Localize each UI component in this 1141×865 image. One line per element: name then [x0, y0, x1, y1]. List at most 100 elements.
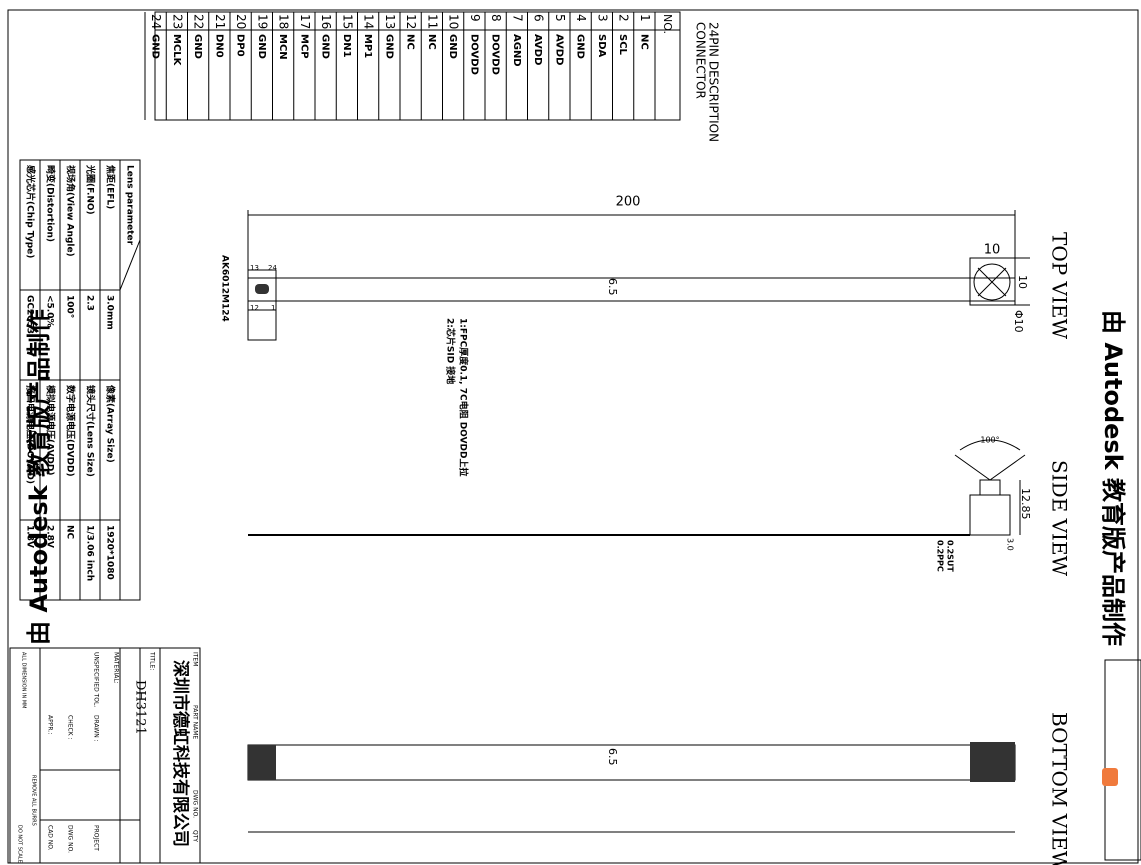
pin-signal: GND: [256, 34, 267, 59]
dimension: 100°: [980, 436, 999, 445]
pin-number: 14: [362, 14, 376, 29]
pin-signal: MCP: [298, 34, 309, 59]
view-label: SIDE VIEW: [1048, 460, 1072, 577]
pin-signal: SCL: [617, 34, 628, 56]
pin-number: 8: [489, 14, 503, 22]
tb-label: ALL DIMENSION IN MM: [21, 652, 27, 708]
pin-signal: MCLK: [171, 34, 182, 67]
param-label: 视场角(View Angle): [65, 165, 77, 257]
connector-pad: [255, 284, 269, 294]
pin-signal: DOVDD: [468, 34, 479, 75]
tb-label: ITEM: [192, 652, 199, 666]
dimension: 0.2PPC: [936, 540, 945, 572]
watermark: 由 Autodesk 教育版产品制作: [1099, 310, 1127, 646]
fov-lines: [954, 439, 1026, 481]
pin-signal: GND: [150, 34, 161, 59]
pin-signal: AVDD: [553, 34, 564, 65]
param-label: 畸变(Distortion): [45, 165, 57, 242]
param-label: 数字电源电压(DVDD): [65, 385, 77, 477]
param-label: 像素(Array Size): [105, 384, 117, 463]
pin-number: 23: [170, 14, 184, 29]
pin-number: 18: [277, 14, 291, 29]
param-label: 镜头尺寸(Lens Size): [85, 385, 97, 477]
watermark: 由 Autodesk 教育版产品制作: [25, 309, 53, 645]
lens-base: [970, 742, 1015, 782]
part-number: AK6012M124: [220, 255, 230, 322]
tb-label: TITLE:: [149, 651, 156, 670]
note: 1:FPC厚度0.1, 7C电阻 DOVDD上拉: [458, 318, 470, 477]
right-block: [1104, 659, 1141, 861]
pin-signal: NC: [426, 34, 437, 50]
pin-number: 3: [595, 14, 609, 22]
pin-signal: DN1: [341, 34, 352, 58]
pin-number: 15: [340, 14, 354, 29]
pin-number: 10: [447, 14, 461, 29]
pin-number: 17: [298, 14, 312, 29]
pin-signal: GND: [447, 34, 458, 59]
param-label: 接口电源电压(DOVDD): [25, 385, 37, 484]
param-value: 1/3.06 inch: [85, 525, 95, 581]
tb-label: PART NAME: [192, 705, 199, 739]
note: 2:芯片SID 接地: [445, 318, 457, 384]
dimension: 10: [1016, 275, 1029, 289]
pin-signal: DN0: [213, 34, 224, 58]
pin-number: 1: [638, 14, 652, 22]
connector-title: 24PIN DESCRIPTION: [707, 22, 721, 142]
param-value: 3.0mm: [105, 295, 115, 330]
connector-title: CONNECTOR: [694, 22, 708, 99]
view-label: TOP VIEW: [1048, 232, 1072, 339]
connector-outline: [247, 309, 277, 341]
pin-mark: 12: [250, 304, 259, 312]
pin-number: 21: [213, 14, 227, 29]
pin-number: 20: [234, 14, 248, 29]
view-label: BOTTOM VIEW: [1048, 712, 1072, 865]
pin-number: 12: [404, 14, 418, 29]
tb-label: MATERIAL:: [113, 652, 120, 684]
pin-signal: NC: [405, 34, 416, 50]
pin-signal: NC: [638, 34, 649, 50]
pin-mark: 24: [268, 264, 277, 272]
pin-number: 16: [319, 14, 333, 29]
lens-cross: [977, 267, 1007, 297]
param-label: 模拟电源电压(AVDD): [45, 385, 57, 476]
pin-signal: DP0: [235, 34, 246, 57]
dimension: 12.85: [1019, 488, 1032, 520]
dimension: Φ10: [1012, 310, 1025, 333]
param-label: 感光芯片(Chip Type): [25, 165, 37, 258]
dimension: 6.5: [606, 748, 619, 766]
param-label: 焦距(EFL): [105, 164, 117, 209]
dimension: 0.2SUT: [946, 540, 955, 572]
tb-label: DO NOT SCALE: [17, 825, 23, 863]
tb-label: PROJECT: [93, 825, 100, 851]
param-value: 2.8V: [45, 525, 55, 548]
tb-label: UNSPECIFIED TOL.: [93, 652, 100, 707]
tb-label: CAD NO.: [47, 825, 54, 851]
dimension: 10: [984, 243, 1001, 258]
title-block: [9, 647, 201, 864]
pin-signal: GND: [383, 34, 394, 59]
pin-signal: SDA: [596, 34, 607, 58]
pin-number: 22: [192, 14, 206, 29]
pin-signal: GND: [575, 34, 586, 59]
pin-number: 7: [510, 14, 524, 22]
pin-number: 6: [532, 14, 546, 22]
param-value: GC2053: [25, 295, 35, 334]
param-value: 100°: [65, 295, 75, 318]
pin-mark: 1: [271, 304, 275, 312]
drawing-title: DH3121: [133, 680, 148, 735]
header: NO.: [661, 14, 674, 34]
param-value: 1.8V: [25, 525, 35, 548]
param-value: <5.0%: [45, 295, 55, 328]
pin-signal: GND: [320, 34, 331, 59]
pin-signal: AGND: [511, 34, 522, 67]
pin-number: 24: [149, 14, 163, 29]
dimension: 3.0: [1006, 538, 1015, 551]
pin-number: 5: [553, 14, 567, 22]
tb-label: APPR.:: [47, 715, 54, 734]
pin-signal: AVDD: [532, 34, 543, 65]
pin-signal: GND: [192, 34, 203, 59]
pin-signal: MCN: [277, 34, 288, 60]
tb-label: DWG NO.: [192, 790, 199, 818]
